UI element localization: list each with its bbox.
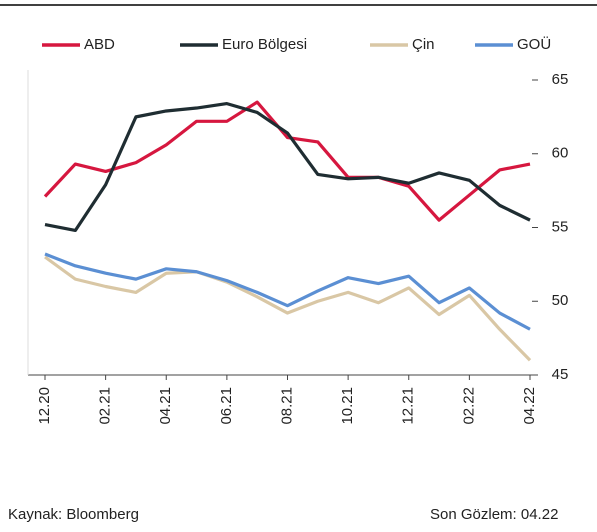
source: Kaynak: Bloomberg [8,506,139,523]
series-line [44,101,531,233]
x-tick-label: 02.21 [97,387,114,425]
x-tick-label: 12.20 [36,387,53,425]
last-observation: Son Gözlem: 04.22 [430,506,558,523]
x-tick-label: 02.22 [460,387,477,425]
x-tick-label: 12.21 [400,387,417,425]
legend-label: GOÜ [517,35,551,53]
x-tick-label: 08.21 [278,387,295,425]
x-tick-label: 04.22 [521,387,538,425]
x-tick-label: 06.21 [218,387,235,425]
legend-label: ABD [84,36,115,53]
y-tick-label: 55 [552,218,569,235]
x-tick-label: 04.21 [157,387,174,425]
y-tick-label: 60 [552,145,569,162]
series-line [44,252,531,331]
y-tick-label: 45 [552,366,569,383]
x-tick-label: 10.21 [339,387,356,425]
series-line [43,100,531,222]
y-tick-label: 50 [552,292,569,309]
series-line [44,255,532,362]
legend-label: Euro Bölgesi [222,36,307,53]
y-tick-label: 65 [552,71,569,88]
legend-label: Çin [412,36,435,53]
